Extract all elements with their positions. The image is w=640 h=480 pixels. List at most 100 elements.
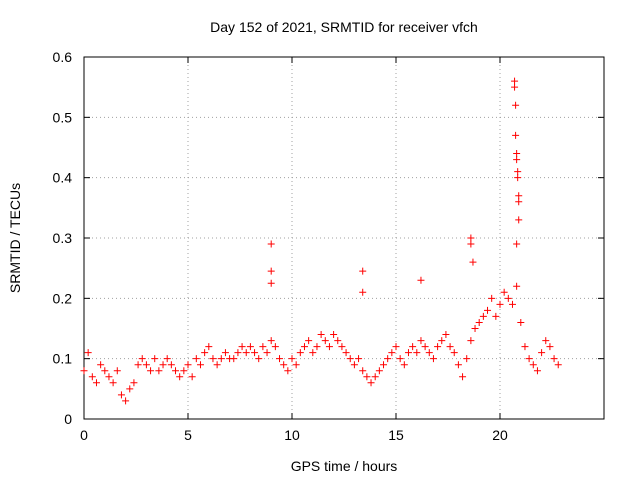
data-point <box>425 349 433 357</box>
data-point <box>380 361 388 369</box>
data-point <box>117 391 125 399</box>
data-point <box>213 361 221 369</box>
data-point <box>533 367 541 375</box>
data-point <box>388 349 396 357</box>
y-tick-label: 0.6 <box>53 49 73 65</box>
data-point <box>267 337 275 345</box>
data-point <box>321 337 329 345</box>
data-point <box>192 355 200 363</box>
data-point <box>375 367 383 375</box>
data-point <box>263 349 271 357</box>
y-tick-label: 0 <box>64 411 72 427</box>
data-point <box>176 373 184 381</box>
data-point <box>280 361 288 369</box>
data-point <box>442 331 450 339</box>
data-point <box>342 349 350 357</box>
data-point <box>504 294 512 302</box>
data-point <box>267 267 275 275</box>
data-point <box>142 361 150 369</box>
data-point <box>517 318 525 326</box>
data-point <box>97 361 105 369</box>
data-point <box>255 355 263 363</box>
data-point <box>92 379 100 387</box>
data-point <box>438 337 446 345</box>
data-point <box>296 349 304 357</box>
y-tick-label: 0.2 <box>53 290 73 306</box>
y-tick-label: 0.3 <box>53 230 73 246</box>
data-point <box>413 349 421 357</box>
data-point <box>538 349 546 357</box>
data-point <box>508 300 516 308</box>
data-point <box>488 294 496 302</box>
data-point <box>359 288 367 296</box>
data-point <box>180 367 188 375</box>
x-tick-label: 15 <box>388 427 404 443</box>
data-point <box>546 343 554 351</box>
data-point <box>338 343 346 351</box>
y-axis-label: SRMTID / TECUs <box>7 183 23 293</box>
data-point <box>467 234 475 242</box>
data-point <box>188 373 196 381</box>
x-tick-label: 10 <box>284 427 300 443</box>
data-point <box>463 355 471 363</box>
data-point <box>109 379 117 387</box>
data-point <box>514 168 522 176</box>
data-point <box>147 367 155 375</box>
data-point <box>359 367 367 375</box>
data-point <box>138 355 146 363</box>
data-point <box>205 343 213 351</box>
data-point <box>251 349 259 357</box>
data-point <box>363 373 371 381</box>
data-point <box>84 349 92 357</box>
data-point <box>238 343 246 351</box>
data-point <box>267 279 275 287</box>
data-point <box>492 312 500 320</box>
data-point <box>300 343 308 351</box>
data-point <box>459 373 467 381</box>
data-point <box>88 373 96 381</box>
data-point <box>542 337 550 345</box>
data-point <box>196 361 204 369</box>
data-point <box>172 367 180 375</box>
data-point <box>513 282 521 290</box>
data-point <box>467 337 475 345</box>
data-point <box>292 361 300 369</box>
data-points <box>80 77 562 405</box>
data-point <box>163 355 171 363</box>
data-point <box>151 355 159 363</box>
data-point <box>512 131 520 139</box>
data-point <box>122 397 130 405</box>
data-point <box>159 361 167 369</box>
axis-ticks: 0 5 10 15 20 0 0.1 0.2 0.3 0.4 0.5 0.6 <box>53 49 604 443</box>
data-point <box>515 198 523 206</box>
data-point <box>126 385 134 393</box>
data-point <box>113 367 121 375</box>
data-point <box>512 101 520 109</box>
data-point <box>259 343 267 351</box>
data-point <box>396 355 404 363</box>
y-tick-label: 0.4 <box>53 170 73 186</box>
data-point <box>230 355 238 363</box>
data-point <box>446 343 454 351</box>
data-point <box>359 267 367 275</box>
data-point <box>350 361 358 369</box>
data-point <box>384 355 392 363</box>
data-point <box>130 379 138 387</box>
data-point <box>246 343 254 351</box>
data-point <box>80 367 88 375</box>
data-point <box>471 325 479 332</box>
data-point <box>167 361 175 369</box>
data-point <box>421 343 429 351</box>
data-point <box>242 349 250 357</box>
data-point <box>511 77 519 85</box>
data-point <box>201 349 209 357</box>
data-point <box>217 355 225 363</box>
data-point <box>309 349 317 357</box>
data-point <box>521 343 529 351</box>
data-point <box>355 355 363 363</box>
data-point <box>550 355 558 363</box>
data-point <box>454 361 462 369</box>
data-point <box>288 355 296 363</box>
data-point <box>184 361 192 369</box>
x-tick-label: 5 <box>184 427 192 443</box>
